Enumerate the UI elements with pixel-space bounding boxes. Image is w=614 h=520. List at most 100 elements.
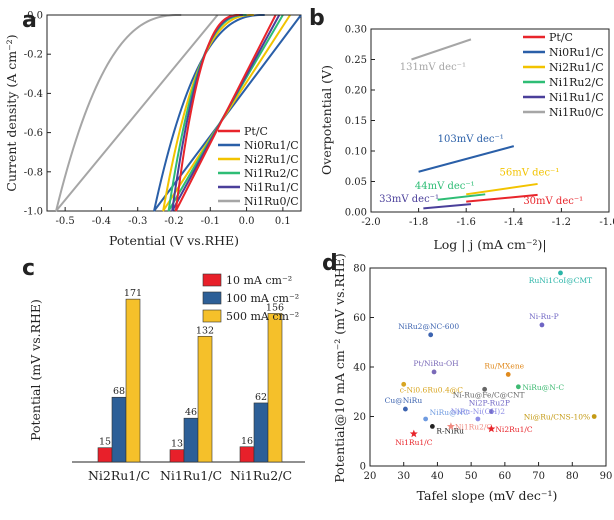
panel-c-bar (111, 396, 127, 463)
panel-d-xtick-label: 80 (566, 471, 579, 482)
panel-d-ytick-label: 0 (360, 462, 366, 473)
panel-d-point-label: Ni2Ru1/C (495, 425, 533, 434)
panel-d-point (403, 406, 408, 412)
panel-d-xtick-label: 90 (600, 471, 613, 482)
panel-c-legend-label: 500 mA cm⁻² (226, 310, 299, 323)
panel-d-point-star (487, 424, 496, 433)
panel-d-point (488, 409, 494, 414)
panel-a-ytick-label: -1.0 (24, 207, 43, 218)
panel-c-value-label: 156 (266, 302, 284, 313)
panel-c-category-label: Ni1Ru2/C (230, 468, 292, 483)
panel-d-point-label: Ni1Ru2/C (455, 422, 493, 431)
panel-b-xtick-label: -1.2 (552, 217, 571, 228)
panel-a-xtick-label: -0.3 (128, 216, 147, 227)
panel-d-xtick-label: 70 (532, 471, 545, 482)
panel-d-ytick-label: 80 (353, 264, 366, 275)
panel-d-point (558, 270, 563, 276)
panel-c-value-label: 62 (255, 392, 267, 403)
panel-c-legend-swatch (202, 273, 222, 287)
panel-a-legend-label: Ni1Ru0/C (244, 195, 299, 208)
panel-b-slope-label: 56mV dec⁻¹ (500, 167, 560, 178)
panel-b-fit-line (411, 38, 472, 61)
panel-c-bar (197, 335, 213, 463)
panel-a-ytick-label: -0.4 (24, 89, 43, 100)
panel-c-bar (239, 446, 255, 463)
panel-a-curve-ni1ru0c (55, 14, 219, 212)
panel-d-ylabel: Potential@10 mA cm⁻² (mV vs.RHE) (332, 253, 347, 483)
panel-d-point-label: Ni1Ru1/C (395, 438, 433, 447)
panel-d-point-label: Ru/MXene (484, 361, 524, 370)
panel-d-point (591, 414, 597, 419)
panel-b-legend-label: Ni1Ru0/C (549, 106, 604, 119)
panel-d-point-label: Cu@NiRu (385, 396, 423, 405)
panel-a-xtick-label: -0.5 (55, 216, 74, 227)
panel-c-value-label: 46 (185, 407, 197, 418)
panel-a-xtick-label: -0.4 (92, 216, 111, 227)
panel-b-slope-label: 30mV dec⁻¹ (523, 196, 583, 207)
panel-b-fit-line (466, 193, 538, 203)
panel-b-legend-label: Ni1Ru1/C (549, 91, 604, 104)
panel-d-point-label: Ni2P-Ru2P (469, 399, 510, 408)
panel-b-slope-label: 44mV dec⁻¹ (415, 181, 475, 192)
panel-d-xtick-label: 40 (431, 471, 444, 482)
panel-c-legend-swatch (202, 309, 222, 323)
panel-d-point (475, 416, 481, 422)
panel-b-ylabel: Overpotential (V) (319, 65, 334, 175)
panel-d-point-label: Pt/NiRu-OH (413, 359, 459, 368)
panel-a-ytick-label: 0.0 (27, 11, 43, 22)
panel-b-fit-line (466, 182, 538, 196)
panel-c-bar (125, 298, 141, 463)
panel-d-xtick-label: 20 (364, 471, 377, 482)
panel-label-d: d (322, 251, 338, 276)
panel-label-c: c (22, 256, 35, 281)
panel-d-point (428, 332, 434, 338)
panel-d-point-label: R-NiRu (436, 426, 464, 435)
panel-d-point-label: NiRu@NC (430, 408, 470, 417)
panel-a-curve-ptc (174, 14, 277, 212)
panel-d-point-label: NiRu-Ni(OH)2 (451, 407, 505, 416)
panel-c-bar (267, 313, 283, 463)
panel-a-legend-label: Ni2Ru1/C (244, 153, 299, 166)
panel-b-ytick-label: 0.05 (345, 177, 367, 188)
panel-b-ytick-label: 0.15 (345, 116, 367, 127)
panel-d-xtick-label: 30 (397, 471, 410, 482)
panel-d-point-label: NiRu@N-C (522, 383, 564, 392)
panel-c-value-label: 15 (99, 437, 111, 448)
panel-b-fit-line (423, 203, 472, 210)
panel-d-point-label: Ni-Ru-P (529, 312, 559, 321)
panel-a-xtick-label: -0.1 (201, 216, 220, 227)
panel-a-ytick-label: -0.2 (24, 50, 43, 61)
panel-b-ytick-label: 0.00 (345, 208, 367, 219)
panel-a-legend-label: Ni1Ru1/C (244, 181, 299, 194)
panel-c-bar (97, 447, 113, 463)
panel-b-xtick-label: -1.4 (504, 217, 523, 228)
panel-b-xtick-label: -1.6 (457, 217, 476, 228)
panel-d-point (429, 424, 435, 429)
panel-d-point-star (409, 429, 418, 438)
panel-b-ytick-label: 0.20 (345, 86, 367, 97)
panel-a-ytick-label: -0.8 (24, 167, 43, 178)
panel-d-point (431, 369, 437, 375)
panel-a-xtick-label: -0.2 (164, 216, 183, 227)
panel-d-point (515, 384, 521, 390)
panel-d-ytick-label: 40 (353, 363, 366, 374)
panel-c-bar (253, 402, 269, 463)
panel-b-legend-label: Ni2Ru1/C (549, 61, 604, 74)
panel-a-ylabel: Current density (A cm⁻²) (4, 34, 19, 191)
panel-c-category-label: Ni2Ru1/C (88, 468, 150, 483)
panel-b-xtick-label: -2.0 (361, 217, 380, 228)
panel-b-ytick-label: 0.10 (345, 147, 367, 158)
panel-b-slope-label: 131mV dec⁻¹ (400, 62, 466, 73)
panel-a-xlabel: Potential (V vs.RHE) (109, 233, 239, 248)
panel-b-slope-label: 103mV dec⁻¹ (438, 134, 504, 145)
panel-d-point-label: c-Ni0.6Ru0.4@C (400, 385, 464, 394)
panel-a-xtick-label: 0.1 (275, 216, 291, 227)
panel-c-bar-chart: 15 68 171 Ni2Ru1/C 13 46 132 Ni1Ru1/C 16 62 156 Ni1… (28, 273, 305, 483)
panel-d-point (423, 416, 429, 422)
panel-d-point-label: NiRu2@NC-600 (398, 322, 459, 331)
panel-d-xtick-label: 60 (498, 471, 511, 482)
panel-c-value-label: 171 (124, 288, 142, 299)
panel-label-b: b (309, 6, 325, 31)
panel-c-value-label: 132 (196, 325, 214, 336)
